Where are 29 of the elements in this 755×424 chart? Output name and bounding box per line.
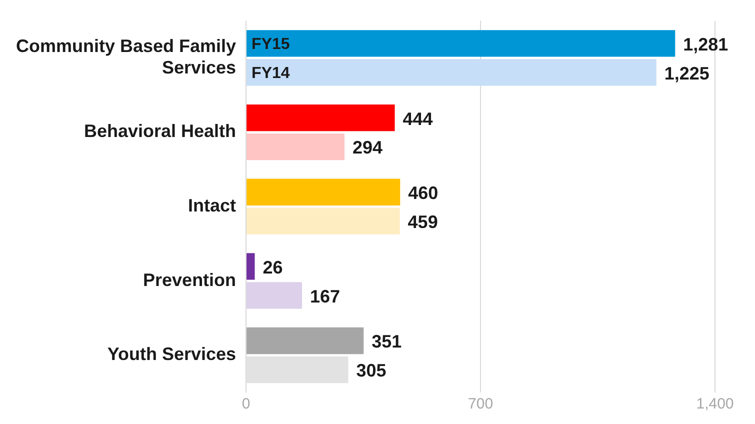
data-label: 26 (262, 257, 283, 278)
bar (246, 30, 676, 57)
data-label: 460 (408, 183, 438, 204)
y-tick-label: Community Based Family Services (16, 36, 236, 78)
bar (246, 253, 255, 280)
bar (246, 208, 400, 234)
data-label: 167 (310, 286, 340, 306)
data-label: 459 (408, 212, 438, 232)
bar (246, 133, 345, 160)
data-label: 351 (372, 332, 402, 352)
data-label: 305 (356, 360, 386, 381)
series-label: FY14 (252, 64, 290, 82)
bar (246, 59, 656, 86)
y-tick-label: Behavioral Health (84, 121, 236, 142)
data-label: 1,225 (664, 63, 710, 84)
x-tick-label: 1,400 (696, 396, 734, 413)
bar (246, 104, 395, 132)
y-tick-label: Prevention (143, 270, 236, 290)
bar (246, 282, 302, 309)
series-label: FY15 (252, 36, 290, 53)
data-label: 444 (402, 108, 433, 129)
y-tick-label: Youth Services (107, 344, 236, 364)
data-label: 1,281 (683, 34, 728, 54)
x-tick-label: 700 (468, 396, 494, 413)
bar (246, 327, 364, 354)
x-tick-label: 0 (242, 396, 250, 413)
y-tick-label: Intact (188, 196, 236, 216)
data-label: 294 (352, 138, 383, 158)
bar (246, 178, 400, 206)
